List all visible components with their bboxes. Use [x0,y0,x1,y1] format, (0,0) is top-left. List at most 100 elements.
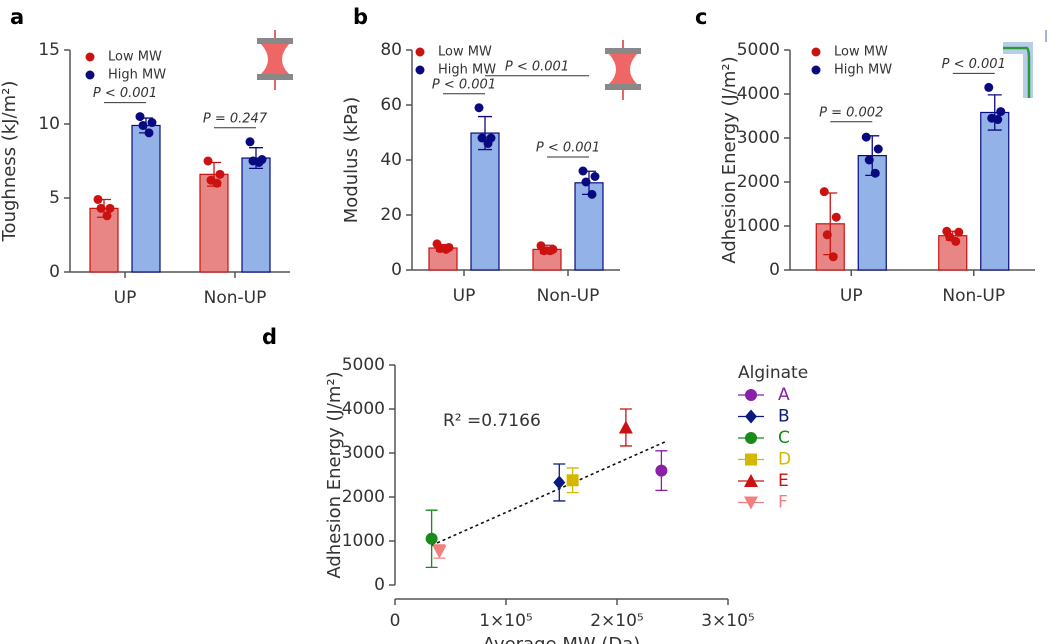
p-value-label: P < 0.001 [942,57,1006,72]
icon-a [257,30,293,90]
data-point [147,118,157,128]
x-tick-label: 2×10⁵ [590,611,644,631]
y-tick-label: 1000 [737,216,780,236]
data-point [212,178,222,188]
legend-title: Alginate [738,363,808,383]
y-tick-label: 5000 [737,40,780,60]
y-tick-label: 3000 [342,443,385,463]
legend-marker [85,52,95,62]
legend-marker [415,65,425,75]
data-point [215,169,225,179]
p-value-label: P < 0.001 [536,141,600,156]
bar [980,111,1010,271]
y-tick-label: 0 [391,260,402,280]
y-tick-label: 4000 [737,84,780,104]
data-point [873,144,883,154]
y-tick-label: 5000 [342,355,385,375]
y-axis-label: Adhesion Energy (J/m²) [719,56,740,263]
panel-label: c [695,5,707,29]
y-tick-label: 4000 [342,399,385,419]
x-tick-label: 1×10⁵ [479,611,533,631]
y-tick-label: 3000 [737,128,780,148]
data-point [828,252,838,262]
y-tick-label: 0 [374,575,385,595]
marker [566,474,579,487]
y-axis-label: Toughness (kJ/m²) [0,81,20,243]
data-point [545,246,555,256]
data-point [951,236,961,246]
y-tick-label: 15 [38,40,60,60]
x-tick-label: 0 [390,611,401,631]
y-axis-label: Adhesion Energy (J/m²) [324,371,345,578]
marker [553,475,566,490]
x-tick-label: Non-UP [942,286,1005,306]
marker [425,532,438,545]
data-point [984,82,994,92]
data-point [135,112,145,122]
data-point [819,187,829,197]
legend-label: C [778,428,790,448]
data-point [587,189,597,199]
bar [470,132,500,271]
legend-label: High MW [438,63,496,78]
data-point [822,230,832,240]
legend-label: D [778,450,791,470]
trendline [431,441,666,547]
data-point [578,166,588,176]
x-tick-label: 3×10⁵ [701,611,755,631]
legend-label: High MW [834,63,892,78]
icon-c [1003,30,1047,98]
bar [241,157,271,273]
bar [89,207,119,273]
data-point [477,133,487,143]
y-tick-label: 1000 [342,531,385,551]
data-point [96,203,106,213]
legend-label: B [778,407,790,427]
data-point [138,120,148,130]
r-squared-label: R² =0.7166 [443,411,541,431]
legend-marker [811,47,821,57]
y-tick-label: 60 [380,95,402,115]
y-tick-label: 5 [49,188,60,208]
data-point [483,139,493,148]
marker [618,420,633,434]
y-tick-label: 0 [49,262,60,282]
y-axis-label: Modulus (kPa) [341,97,362,223]
p-value-label: P < 0.001 [432,77,496,92]
data-point [581,177,591,187]
data-point [203,156,213,166]
y-tick-label: 20 [380,205,402,225]
legend-label: F [778,493,788,513]
x-tick-label: Non-UP [537,286,600,306]
legend-label: High MW [108,68,166,83]
data-point [93,194,103,204]
legend-marker [744,474,758,487]
data-point [864,155,874,165]
y-tick-label: 0 [769,260,780,280]
legend-marker [85,70,95,80]
x-tick-label: Non-UP [204,288,267,308]
data-point [993,115,1003,125]
data-point [870,168,880,178]
panel-label: a [10,5,24,29]
data-point [996,107,1006,117]
legend-label: Low MW [834,45,888,60]
legend-label: A [778,385,790,405]
data-point [254,157,264,167]
panel-label: d [262,325,277,349]
bar [131,124,161,273]
data-point [245,137,255,147]
y-tick-label: 2000 [737,172,780,192]
data-point [590,172,600,181]
data-point [954,227,964,237]
data-point [144,128,154,138]
x-axis-label: Average MW (Da) [483,634,641,644]
data-point [441,244,451,254]
legend-label: E [778,471,789,491]
data-point [105,203,115,213]
p-value-label: P = 0.247 [203,111,268,126]
p-value-label: P = 0.002 [819,105,883,120]
legend-label: Low MW [108,50,162,65]
x-tick-label: UP [453,286,476,306]
